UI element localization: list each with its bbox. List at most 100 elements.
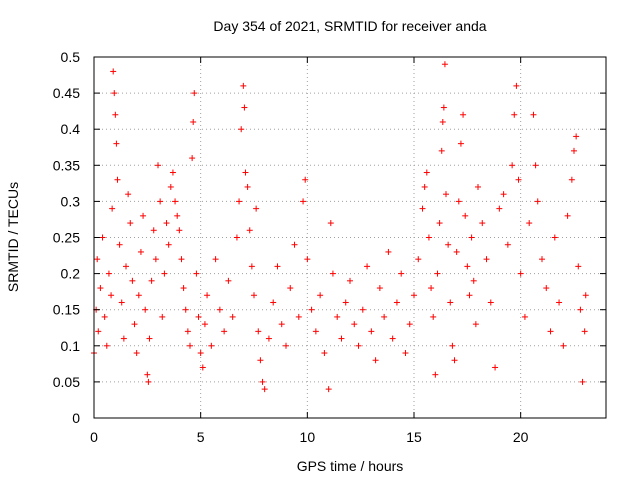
data-point [270,299,277,306]
x-tick-label: 0 [90,429,98,445]
data-point [152,256,159,263]
data-point [451,357,458,364]
x-axis-label: GPS time / hours [297,458,404,474]
data-point [241,104,248,111]
data-point [571,147,577,154]
data-point [120,335,127,342]
data-point [455,198,462,205]
data-points [91,61,589,393]
data-point [368,328,375,335]
data-point [242,169,249,176]
data-point [248,263,255,270]
data-point [509,162,516,169]
data-point [109,205,116,212]
data-point [351,321,358,328]
data-point [118,299,125,306]
data-point [487,299,494,306]
data-point [191,90,198,97]
x-tick-label: 15 [406,429,422,445]
data-point [468,234,475,241]
data-point [113,140,120,147]
data-point [573,133,580,140]
data-point [534,198,541,205]
data-point [182,306,189,313]
data-point [466,292,473,299]
data-point [110,68,117,75]
data-point [460,111,467,118]
data-point [251,292,257,299]
data-point [212,256,219,263]
data-point [440,104,447,111]
data-point [475,183,481,190]
data-point [195,313,202,320]
data-point [221,328,228,335]
data-point [165,241,172,248]
data-point [308,306,315,313]
data-point [274,263,281,270]
y-tick-label: 0.4 [61,121,81,137]
grid-lines [94,57,606,418]
data-point [381,313,388,320]
data-point [432,371,439,378]
data-point [329,270,336,277]
data-point [359,306,366,313]
x-tick-label: 10 [300,429,316,445]
data-point [180,285,187,292]
data-point [169,169,176,176]
data-point [385,248,392,255]
data-point [172,198,179,205]
data-point [355,342,362,349]
data-point [208,342,215,349]
data-point [312,328,319,335]
data-point [430,313,437,320]
data-point [325,386,332,393]
data-point [190,118,197,125]
y-tick-label: 0.05 [53,374,80,390]
data-point [462,212,469,219]
data-point [577,306,584,313]
data-point [240,82,247,89]
data-point [579,378,586,385]
data-point [372,357,379,364]
data-point [142,306,149,313]
data-point [163,220,170,227]
data-point [338,335,345,342]
data-point [445,241,452,248]
data-point [479,220,486,227]
data-point [438,147,445,154]
data-point [472,321,479,328]
data-point [364,263,371,270]
data-point [161,270,168,277]
data-point [321,350,328,357]
data-point [492,364,499,371]
y-tick-label: 0.3 [61,193,81,209]
data-point [496,205,503,212]
data-point [108,292,115,299]
data-point [167,183,174,190]
data-point [551,234,558,241]
data-point [261,386,268,393]
data-point [428,285,435,292]
data-point [133,350,140,357]
data-point [411,292,417,299]
data-point [441,61,448,68]
data-point [114,176,121,183]
data-point [99,234,106,241]
data-point [174,212,181,219]
x-tick-label: 5 [197,429,205,445]
data-point [257,357,264,364]
y-tick-label: 0.35 [53,157,80,173]
data-point [101,313,108,320]
data-point [406,321,413,328]
data-point [155,162,161,169]
y-axis-label: SRMTID / TECUs [5,182,21,292]
data-point [347,277,353,284]
data-point [193,270,200,277]
data-point [199,364,206,371]
data-point [105,270,112,277]
data-point [393,299,400,306]
data-point [302,176,309,183]
data-point [150,227,157,234]
data-point [568,176,575,183]
data-point [157,198,164,205]
